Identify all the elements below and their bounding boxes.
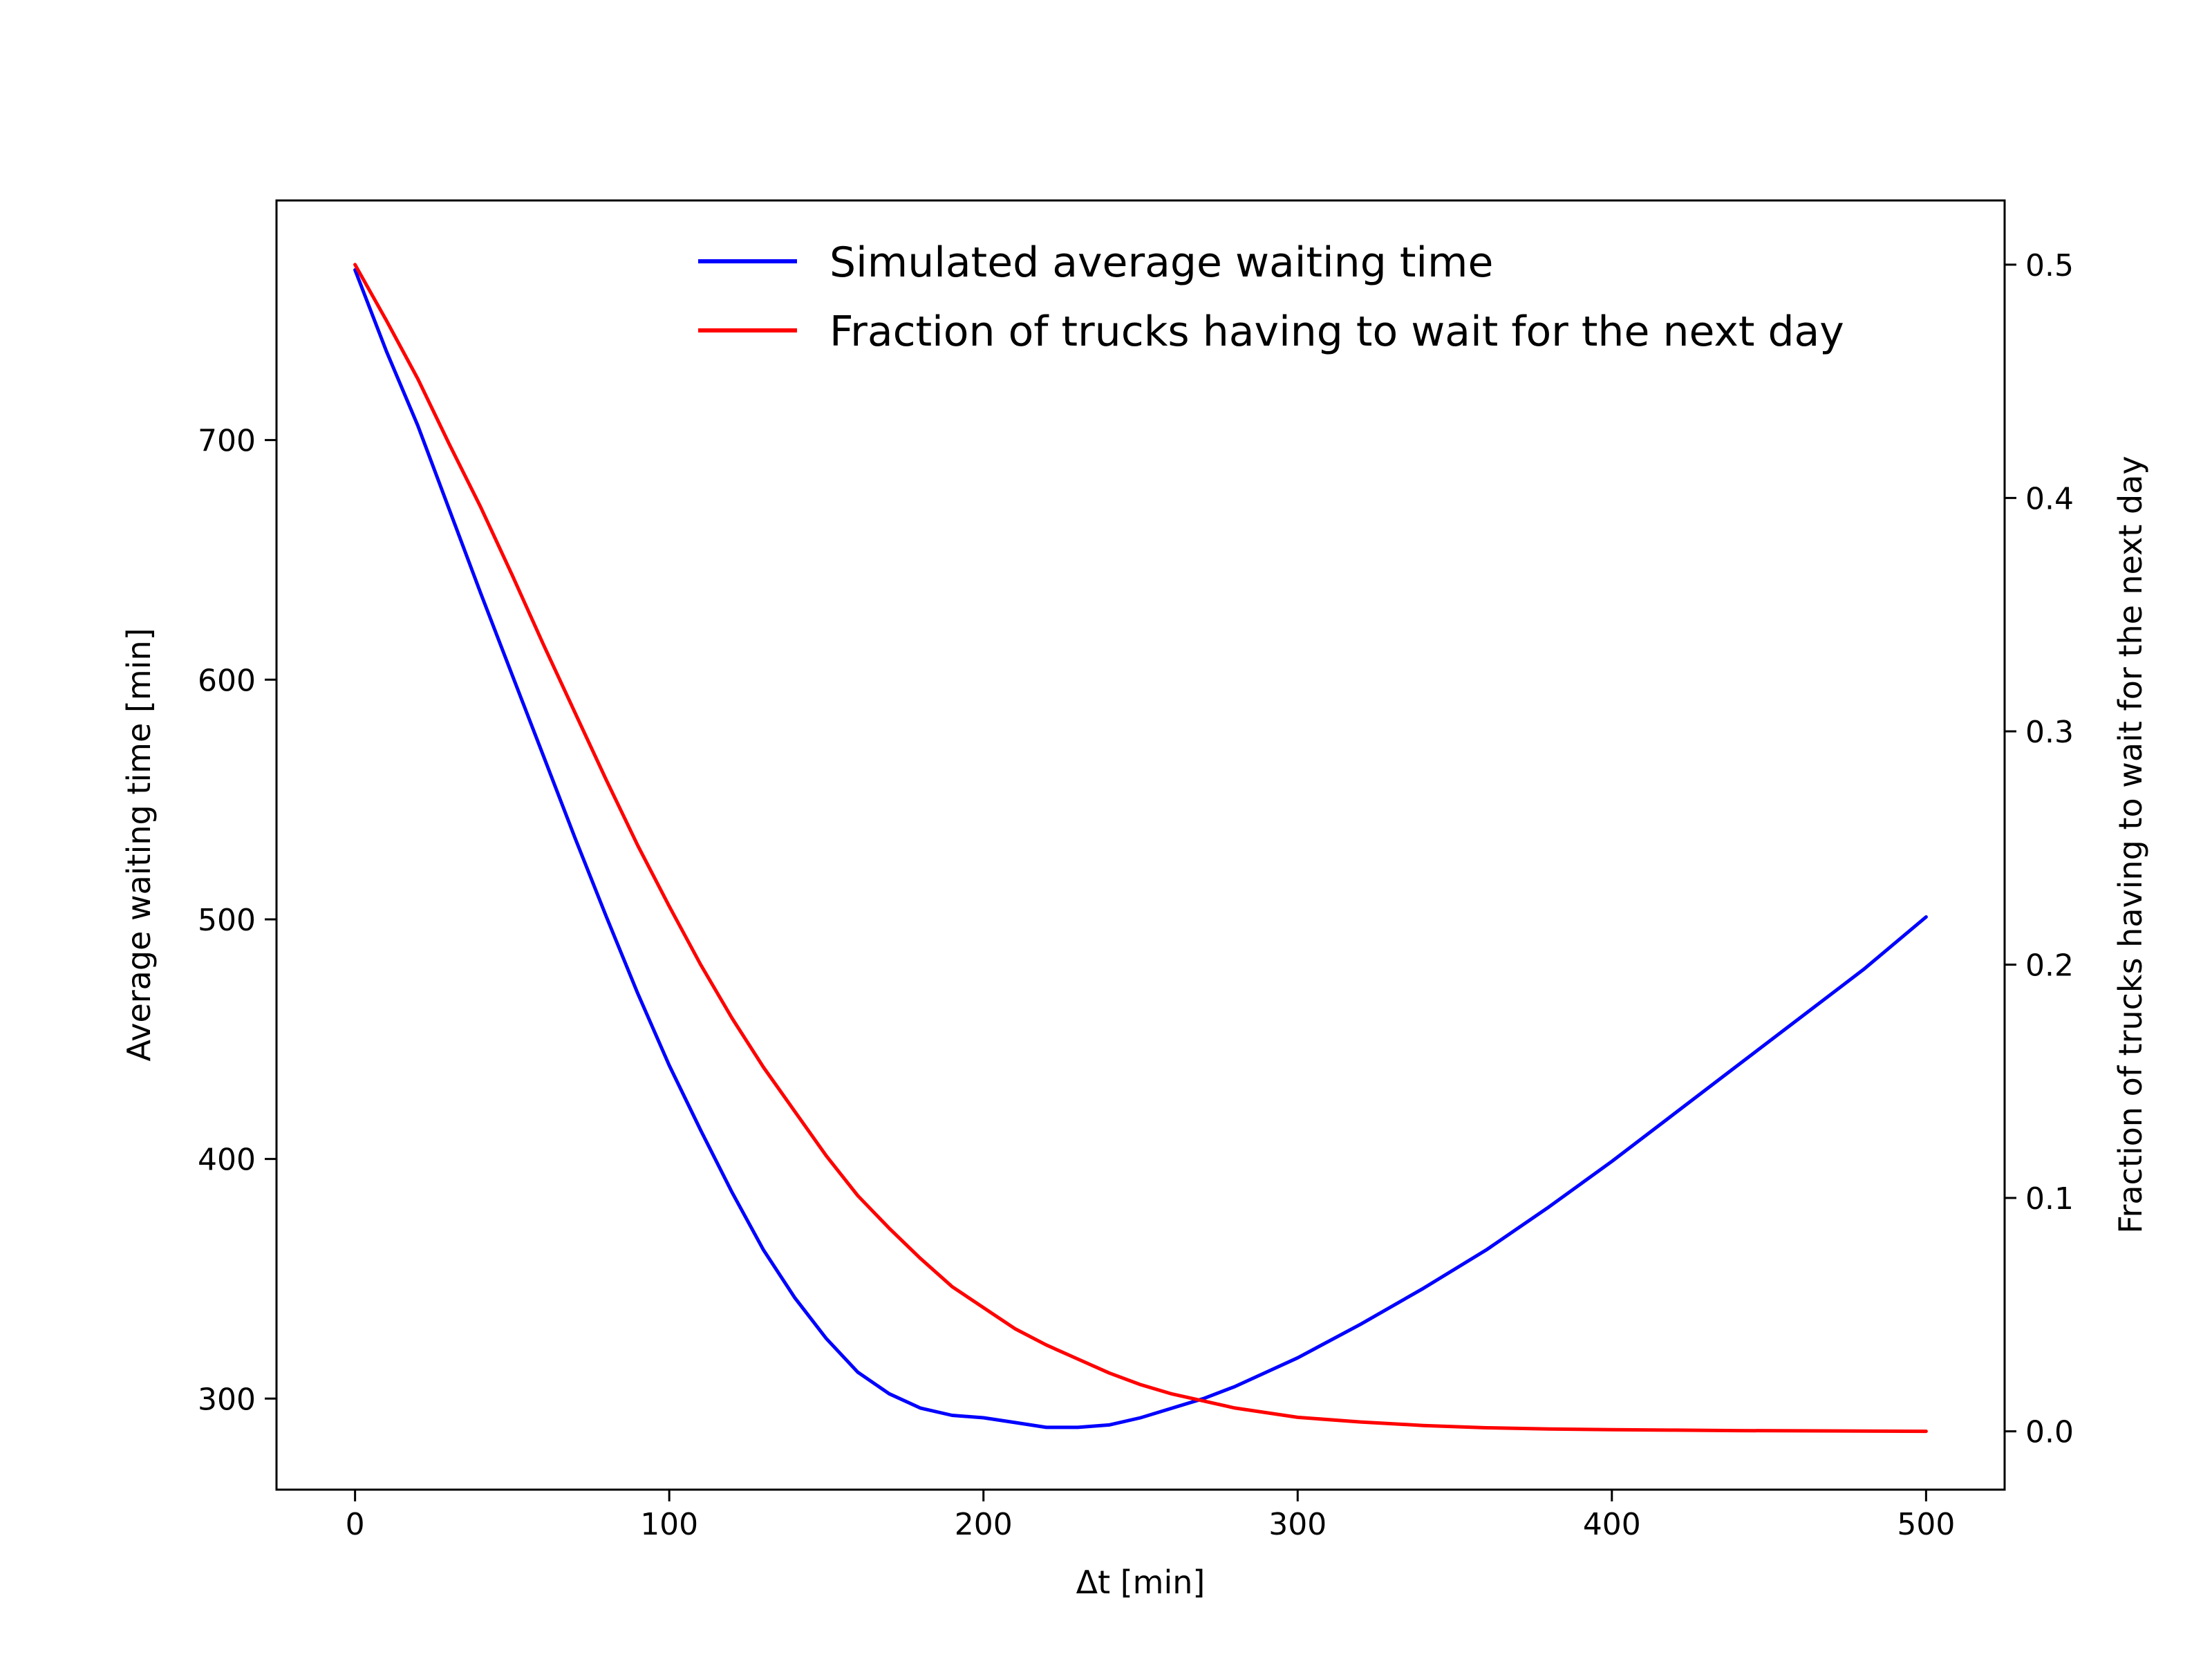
x-tick-label: 0 bbox=[346, 1507, 365, 1542]
legend-label-fraction: Fraction of trucks having to wait for th… bbox=[830, 308, 1844, 356]
series-line-fraction bbox=[353, 263, 1928, 1434]
left-y-tick-label: 700 bbox=[198, 424, 256, 459]
legend: Simulated average waiting time Fraction … bbox=[698, 238, 1844, 356]
x-tick-label: 400 bbox=[1583, 1507, 1641, 1542]
series-line-waiting-time bbox=[353, 268, 1928, 1430]
x-tick-label: 200 bbox=[955, 1507, 1013, 1542]
right-y-tick-label: 0.4 bbox=[2025, 481, 2074, 516]
left-y-tick-label: 500 bbox=[198, 903, 256, 938]
x-tick-label: 300 bbox=[1268, 1507, 1327, 1542]
right-y-axis-label: Fraction of trucks having to wait for th… bbox=[2112, 456, 2149, 1233]
right-y-tick-label: 0.2 bbox=[2025, 948, 2074, 983]
x-axis-ticks: 0 100 200 300 400 500 bbox=[346, 1490, 1955, 1542]
right-y-tick-label: 0.3 bbox=[2025, 715, 2074, 750]
left-y-tick-label: 400 bbox=[198, 1143, 256, 1178]
x-tick-label: 100 bbox=[640, 1507, 698, 1542]
left-y-tick-label: 600 bbox=[198, 663, 256, 698]
plot-area-frame bbox=[275, 199, 2006, 1491]
right-y-tick-label: 0.5 bbox=[2025, 248, 2074, 283]
x-axis-label: Δt [min] bbox=[1076, 1564, 1206, 1601]
right-y-axis-ticks: 0.0 0.1 0.2 0.3 0.4 0.5 bbox=[2005, 248, 2074, 1450]
x-tick-label: 500 bbox=[1897, 1507, 1955, 1542]
left-y-tick-label: 300 bbox=[198, 1382, 256, 1417]
series-layer bbox=[353, 263, 1928, 1434]
legend-label-waiting-time: Simulated average waiting time bbox=[830, 238, 1493, 287]
left-y-axis-label: Average waiting time [min] bbox=[120, 628, 158, 1061]
left-y-axis-ticks: 300 400 500 600 700 bbox=[198, 424, 276, 1417]
right-y-tick-label: 0.1 bbox=[2025, 1181, 2074, 1217]
right-y-tick-label: 0.0 bbox=[2025, 1415, 2074, 1450]
